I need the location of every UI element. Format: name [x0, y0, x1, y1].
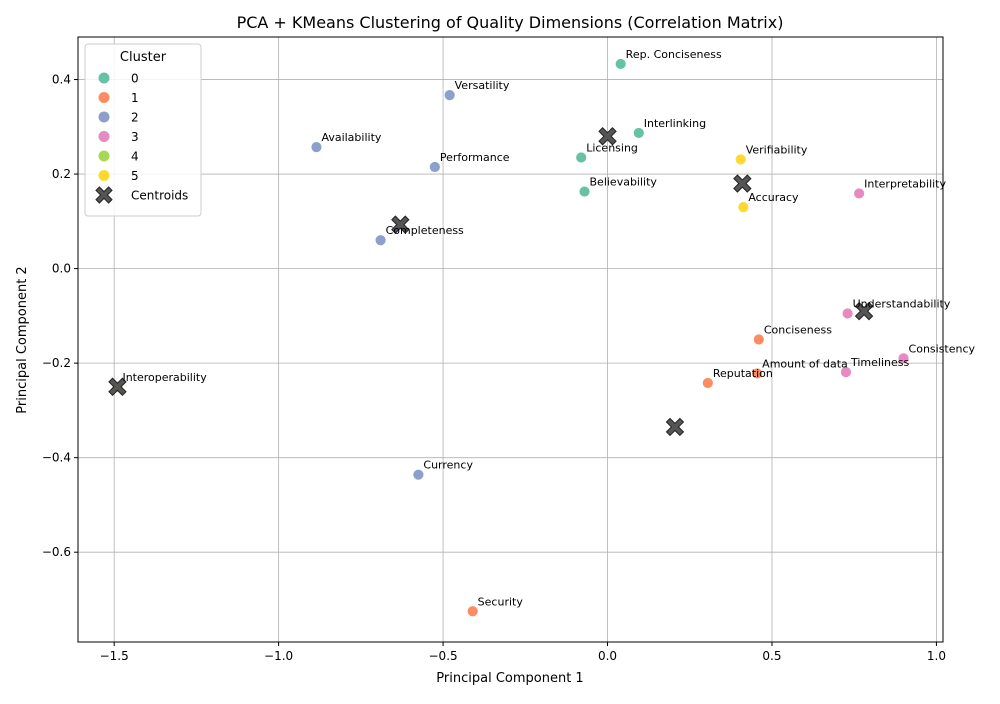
point-label: Licensing: [586, 142, 638, 155]
data-point: [374, 234, 387, 247]
legend-title: Cluster: [120, 50, 167, 65]
point-label: Interoperability: [122, 371, 207, 384]
point-label: Verifiability: [746, 143, 808, 156]
y-tick-label: 0.0: [52, 262, 71, 276]
data-point: [614, 58, 627, 70]
data-point: [737, 201, 750, 214]
point-label: Understandability: [853, 298, 951, 311]
legend-entry-label: 5: [131, 169, 139, 183]
centroid-marker: [108, 377, 127, 396]
data-point: [310, 141, 323, 154]
data-point: [853, 187, 866, 200]
axis-ticks: −1.5 −1.0 −0.5 0.0 0.5 1.0 −0.6 −0.4 −0.2 0.0 0.2 0…: [42, 73, 946, 663]
point-label: Timeliness: [850, 356, 910, 369]
y-tick-label: −0.4: [42, 451, 71, 465]
data-point: [575, 151, 588, 164]
legend-entry-label: 0: [131, 72, 139, 86]
legend-marker: [98, 150, 110, 162]
centroid-markers: [108, 127, 874, 437]
data-point: [840, 366, 852, 379]
data-point: [701, 377, 714, 389]
data-point: [751, 367, 764, 380]
legend-entry-label: 3: [131, 130, 139, 144]
legend-entry-label: 4: [131, 150, 139, 164]
data-point: [428, 161, 441, 173]
y-axis-label: Principal Component 2: [15, 266, 30, 413]
data-point: [443, 89, 456, 102]
point-label: Interpretability: [864, 177, 946, 190]
point-label: Versatility: [455, 79, 510, 92]
data-point: [466, 605, 479, 618]
legend-centroid-marker: [95, 186, 113, 204]
point-label: Availability: [321, 131, 381, 144]
point-label: Amount of data: [762, 358, 848, 371]
legend-items: 0 1 2 3 4 5 Centroids: [95, 72, 188, 204]
legend-marker: [98, 170, 110, 181]
point-label: Rep. Conciseness: [626, 48, 722, 61]
legend-marker: [98, 92, 110, 103]
legend-entry-label: 2: [131, 111, 139, 125]
legend-entry-label: 1: [131, 91, 139, 105]
legend-marker: [98, 131, 110, 142]
centroid-marker: [733, 174, 752, 193]
legend: Cluster 0 1 2 3 4 5 Centroids: [84, 43, 202, 217]
chart-title: PCA + KMeans Clustering of Quality Dimen…: [237, 13, 784, 32]
data-point: [578, 185, 591, 198]
point-label: Completeness: [386, 224, 464, 237]
point-label: Currency: [423, 459, 473, 472]
y-tick-label: −0.6: [42, 545, 71, 559]
y-tick-label: 0.4: [52, 73, 71, 87]
point-label: Performance: [440, 151, 510, 164]
data-point: [412, 468, 425, 481]
x-tick-label: −1.0: [264, 649, 293, 663]
point-label: Accuracy: [748, 191, 799, 204]
data-points: [111, 58, 910, 618]
point-label: Believability: [590, 176, 658, 189]
data-point: [632, 127, 645, 139]
x-tick-label: 0.5: [762, 649, 781, 663]
plot-frame: [77, 36, 944, 643]
centroid-marker: [665, 417, 685, 437]
data-point: [752, 333, 765, 346]
x-tick-label: −1.5: [100, 649, 129, 663]
x-tick-label: −0.5: [429, 649, 458, 663]
grid: [78, 37, 943, 642]
x-tick-label: 1.0: [927, 649, 946, 663]
centroid-marker: [391, 215, 410, 234]
point-label: Security: [478, 595, 524, 608]
y-tick-label: −0.2: [42, 356, 71, 370]
x-axis-label: Principal Component 1: [436, 671, 583, 686]
centroid-marker: [598, 127, 617, 146]
data-point: [897, 352, 910, 365]
centroid-marker: [854, 301, 874, 321]
point-label: Interlinking: [644, 117, 706, 130]
point-label: Reputation: [713, 367, 773, 380]
legend-frame: [84, 43, 202, 217]
legend-marker: [98, 72, 110, 84]
data-point: [734, 153, 747, 166]
legend-centroid-label: Centroids: [131, 189, 188, 203]
legend-marker: [98, 111, 110, 123]
x-tick-label: 0.0: [598, 649, 617, 663]
data-point: [841, 307, 854, 320]
point-label: Consistency: [909, 342, 976, 355]
point-label: Conciseness: [764, 324, 832, 337]
y-tick-label: 0.2: [52, 167, 71, 181]
point-labels: Rep. Conciseness Interlinking Licensing Bel…: [122, 48, 975, 608]
